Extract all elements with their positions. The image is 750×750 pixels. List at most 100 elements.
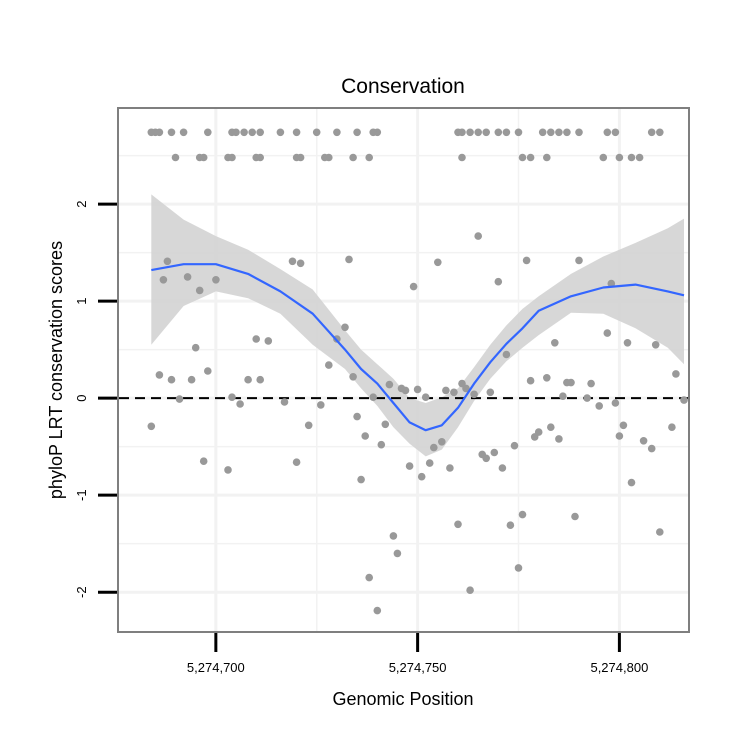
data-point bbox=[212, 276, 220, 284]
data-point bbox=[551, 339, 559, 347]
confidence-band bbox=[151, 194, 685, 457]
data-point bbox=[587, 379, 595, 388]
data-point bbox=[494, 128, 503, 137]
data-point bbox=[506, 521, 515, 529]
data-point bbox=[276, 128, 285, 137]
data-point bbox=[623, 339, 632, 347]
data-point bbox=[454, 520, 462, 529]
data-point bbox=[304, 421, 313, 430]
smooth-line bbox=[151, 263, 685, 432]
data-point bbox=[353, 412, 361, 421]
data-point bbox=[288, 257, 297, 266]
data-point bbox=[615, 153, 624, 162]
data-point bbox=[563, 128, 571, 137]
data-point bbox=[514, 564, 523, 572]
data-point bbox=[474, 232, 483, 240]
data-point bbox=[607, 279, 616, 288]
data-point bbox=[296, 259, 305, 268]
data-point bbox=[349, 373, 357, 381]
panel-border bbox=[117, 107, 690, 633]
data-point bbox=[204, 367, 212, 375]
y-axis-title: phyloP LRT conservation scores bbox=[46, 241, 66, 499]
y-tick-label: -2 bbox=[74, 586, 89, 598]
data-point bbox=[603, 329, 612, 337]
data-point bbox=[187, 375, 196, 384]
data-point bbox=[417, 472, 426, 481]
data-point bbox=[442, 386, 450, 395]
data-point bbox=[522, 256, 531, 265]
data-point bbox=[567, 378, 575, 387]
data-point bbox=[462, 384, 470, 393]
data-point bbox=[393, 549, 402, 558]
data-point bbox=[627, 153, 636, 162]
data-point bbox=[543, 153, 551, 162]
data-point bbox=[615, 432, 624, 440]
data-point bbox=[381, 420, 390, 429]
data-point bbox=[571, 512, 579, 521]
data-point bbox=[183, 273, 192, 281]
x-tick-label: 5,274,700 bbox=[187, 660, 245, 675]
data-point bbox=[163, 257, 172, 266]
data-point bbox=[413, 385, 422, 394]
data-point bbox=[369, 128, 378, 137]
data-point bbox=[446, 464, 454, 472]
grid-lines bbox=[119, 109, 688, 631]
data-point bbox=[365, 573, 374, 582]
data-point bbox=[325, 153, 333, 162]
data-point bbox=[421, 393, 430, 402]
data-point bbox=[599, 153, 608, 162]
data-point bbox=[668, 423, 676, 432]
data-point bbox=[490, 448, 499, 457]
data-point bbox=[438, 438, 446, 446]
data-point bbox=[236, 400, 244, 408]
data-point bbox=[264, 337, 273, 345]
data-point bbox=[425, 459, 434, 467]
smooth-curve bbox=[151, 263, 685, 432]
data-point bbox=[656, 528, 664, 536]
data-point bbox=[656, 128, 664, 137]
data-point bbox=[292, 128, 301, 137]
data-point bbox=[575, 256, 583, 265]
data-point bbox=[224, 466, 232, 474]
data-point bbox=[244, 375, 252, 384]
data-point bbox=[672, 370, 680, 378]
data-point bbox=[312, 128, 321, 137]
data-point bbox=[647, 444, 656, 453]
data-point bbox=[199, 457, 208, 466]
data-point bbox=[458, 153, 466, 162]
data-point bbox=[502, 350, 511, 359]
data-point bbox=[611, 399, 620, 407]
data-point bbox=[171, 153, 180, 162]
data-point bbox=[385, 380, 394, 389]
data-point bbox=[389, 532, 398, 540]
y-tick-label: 0 bbox=[74, 394, 89, 401]
data-point bbox=[147, 422, 156, 431]
data-point bbox=[555, 435, 563, 443]
data-point bbox=[474, 128, 483, 137]
data-point bbox=[647, 128, 656, 137]
data-point bbox=[458, 128, 466, 137]
data-point bbox=[280, 398, 289, 406]
data-point bbox=[232, 128, 240, 137]
data-point bbox=[195, 286, 204, 295]
data-point bbox=[526, 376, 535, 385]
y-tick-label: 2 bbox=[74, 200, 89, 207]
data-point bbox=[155, 128, 164, 137]
data-point bbox=[611, 128, 620, 137]
data-point bbox=[191, 343, 200, 352]
data-point bbox=[361, 432, 370, 440]
data-point bbox=[639, 437, 648, 445]
confidence-band-area bbox=[151, 194, 685, 457]
data-point bbox=[256, 375, 265, 384]
data-point bbox=[595, 402, 603, 410]
data-point bbox=[349, 153, 357, 162]
data-point bbox=[167, 375, 176, 384]
data-point bbox=[538, 128, 547, 137]
data-point bbox=[256, 153, 265, 162]
data-point bbox=[296, 153, 305, 162]
x-tick-label: 5,274,750 bbox=[389, 660, 447, 675]
x-tick-label: 5,274,800 bbox=[590, 660, 648, 675]
y-tick-label: 1 bbox=[74, 297, 89, 304]
data-point bbox=[167, 128, 176, 137]
data-point bbox=[409, 282, 418, 291]
